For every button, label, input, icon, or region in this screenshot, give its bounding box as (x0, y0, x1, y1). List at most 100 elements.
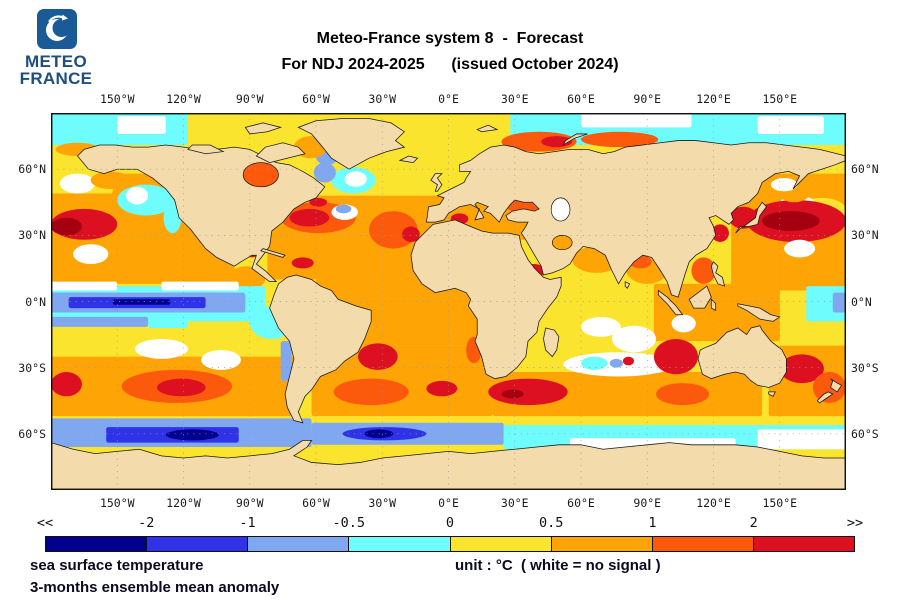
anomaly-patch (581, 316, 621, 337)
land-cuba (260, 248, 286, 258)
colorbar-tick-label: -1 (239, 515, 256, 531)
anomaly-patch (201, 350, 241, 370)
lat-tick-left: 60°N (18, 162, 46, 177)
anomaly-patch (291, 257, 314, 269)
anomaly-patch (757, 116, 824, 134)
anomaly-patch (134, 338, 188, 359)
lon-tick-top: 60°W (302, 92, 330, 106)
footer-anomaly: 3-months ensemble mean anomaly (30, 579, 280, 596)
lon-tick-top: 120°W (166, 92, 201, 106)
anomaly-patch (344, 171, 367, 187)
anomaly-patch (671, 314, 696, 333)
anomaly-patch (622, 356, 634, 366)
colorbar-tick-label: >> (846, 515, 864, 531)
lat-tick-left: 30°N (18, 228, 46, 243)
colorbar-segment (450, 537, 552, 551)
colorbar-segment (753, 537, 854, 551)
lon-tick-top: 90°E (633, 92, 662, 106)
world-anomaly-map (51, 113, 846, 490)
anomaly-patch (126, 186, 149, 205)
lat-tick-left: 30°S (18, 360, 46, 375)
map-canvas (51, 113, 846, 490)
anomaly-patch (148, 316, 188, 328)
land-novaya-zemlya (562, 133, 588, 146)
lon-tick-top: 30°W (368, 92, 397, 106)
anomaly-patch (309, 197, 328, 207)
anomaly-patch (117, 116, 166, 134)
lon-tick-bottom: 60°E (567, 496, 595, 510)
colorbar-tick-label: 1 (648, 515, 657, 531)
colorbar-segment (349, 537, 451, 551)
anomaly-patch (426, 380, 458, 397)
lon-tick-bottom: 90°E (633, 496, 662, 510)
land-sri-lanka (624, 281, 631, 289)
figure-title: Meteo-France system 8 - Forecast (316, 30, 584, 47)
anomaly-patch (757, 429, 846, 450)
anomaly-patch (51, 217, 82, 236)
land-borneo (688, 285, 712, 309)
lon-tick-bottom: 150°E (762, 496, 798, 510)
anomaly-patch (812, 372, 846, 403)
anomaly-patch (402, 226, 420, 242)
lat-tick-right: 30°S (851, 360, 879, 375)
lat-tick-right: 0°N (851, 294, 872, 309)
lon-tick-bottom: 120°E (696, 496, 731, 510)
colorbar-segment (652, 537, 754, 551)
lon-tick-bottom: 120°W (166, 496, 201, 510)
logo-text-france: FRANCE (19, 69, 93, 88)
land-africa (410, 219, 562, 380)
land-united-kingdom (430, 173, 443, 192)
logo-text-meteo: METEO (25, 52, 87, 71)
colorbar-segment (147, 537, 249, 551)
land-new-zealand-south (816, 391, 834, 404)
lon-tick-bottom: 0°E (438, 496, 459, 510)
anomaly-patch (51, 281, 118, 291)
anomaly-patch (779, 354, 824, 384)
colorbar-tick-label: 0 (445, 515, 455, 531)
land-japan (735, 201, 768, 234)
land-iceland (398, 155, 419, 164)
anomaly-patch (51, 316, 149, 327)
footer-variable: sea surface temperature (30, 557, 204, 574)
colorbar-tick-label: 2 (749, 515, 758, 531)
anomaly-patch (59, 173, 96, 194)
anomaly-patch (280, 341, 292, 381)
meteo-france-logo (37, 9, 77, 49)
colorbar-tick-label: -2 (138, 515, 155, 531)
lon-tick-bottom: 60°W (302, 496, 330, 510)
lon-tick-top: 30°E (500, 92, 529, 106)
land-philippines (710, 261, 726, 287)
land-svalbard (476, 124, 499, 133)
colorbar-tick-label: -0.5 (332, 515, 365, 531)
land-baffin-island (255, 142, 306, 164)
anomaly-patch (112, 299, 171, 305)
land-eurasia (425, 140, 846, 298)
anomaly-patch (581, 113, 692, 128)
anomaly-patch (656, 383, 710, 406)
anomaly-patch (73, 244, 109, 265)
anomaly-patch (550, 197, 571, 222)
anomaly-patch (313, 162, 336, 183)
lat-tick-right: 60°N (851, 162, 879, 177)
anomaly-patch (488, 378, 568, 406)
colorbar-tick-label: << (36, 515, 54, 531)
anomaly-patch (335, 204, 352, 214)
anomaly-patch (551, 235, 573, 251)
lon-tick-bottom: 150°W (99, 496, 135, 510)
anomaly-patch (762, 211, 820, 231)
anomaly-patch (581, 131, 659, 148)
land-south-america (269, 274, 372, 424)
colorbar-segment (46, 537, 148, 551)
anomaly-patch (51, 372, 82, 397)
anomaly-patch (609, 358, 623, 368)
colorbar-tick-label: 0.5 (539, 515, 564, 531)
map-border (51, 113, 846, 490)
anomaly-patch (691, 257, 716, 284)
lon-tick-top: 0°E (438, 92, 459, 106)
colorbar (45, 536, 855, 552)
anomaly-patch (242, 162, 279, 188)
anomaly-patch (611, 325, 657, 353)
anomaly-patch (492, 372, 763, 417)
footer-unit: unit : °C ( white = no signal ) (455, 557, 661, 574)
